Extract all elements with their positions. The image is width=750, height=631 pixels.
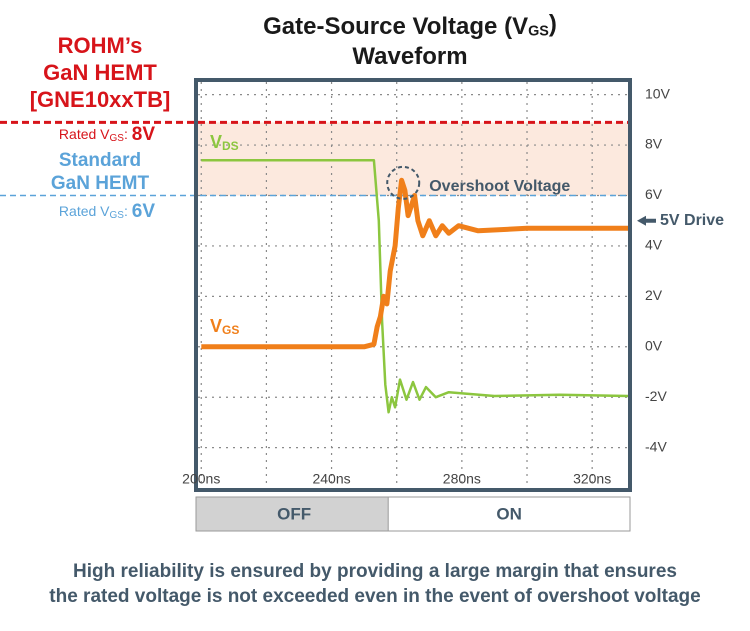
rating-part: : xyxy=(124,126,132,142)
phase-box xyxy=(195,496,393,532)
reference-rating: Rated VGS: 6V xyxy=(59,201,155,222)
rating-part: 8V xyxy=(132,124,156,145)
drive-label: 5V Drive xyxy=(660,212,724,229)
drive-arrow xyxy=(637,215,656,226)
rating-part: 6V xyxy=(132,201,156,222)
y-tick-label: 10V xyxy=(645,85,671,101)
reference-heading: [GNE10xxTB] xyxy=(30,87,171,112)
series-name: V xyxy=(210,316,222,336)
y-tick-label: 6V xyxy=(645,186,663,202)
reference-heading: GaN HEMT xyxy=(43,60,157,85)
chart-title-part: Waveform xyxy=(352,43,467,70)
rating-part: : xyxy=(124,203,132,219)
overshoot-label: Overshoot Voltage xyxy=(429,178,570,195)
series-line xyxy=(201,158,629,414)
chart-title-part: Gate-Source Voltage (V xyxy=(263,13,528,40)
rating-part: GS xyxy=(110,210,125,221)
phase-label: ON xyxy=(496,504,522,523)
margin-band xyxy=(198,122,628,196)
y-tick-label: 0V xyxy=(645,337,663,353)
phase-box xyxy=(387,496,631,532)
rating-part: Rated V xyxy=(59,126,110,142)
plot-frame xyxy=(194,78,632,492)
y-tick-label: 4V xyxy=(645,237,663,253)
chart-title-part: ) xyxy=(549,11,557,38)
chart-title-part: GS xyxy=(528,23,549,39)
series-name-sub: GS xyxy=(222,323,239,337)
rating-part: GS xyxy=(110,133,125,144)
y-tick-label: -4V xyxy=(645,438,667,454)
x-tick-label: 280ns xyxy=(443,471,481,487)
reference-heading: ROHM’s xyxy=(58,33,143,58)
reference-heading: Standard xyxy=(59,150,141,171)
reference-heading: GaN HEMT xyxy=(51,173,150,194)
footer-text: High reliability is ensured by providing… xyxy=(73,561,677,582)
series-label: VGS xyxy=(210,316,239,337)
phase-label: OFF xyxy=(277,504,311,523)
chart-title: Gate-Source Voltage (VGS) xyxy=(263,11,557,40)
rating-part: Rated V xyxy=(59,203,110,219)
footer-box xyxy=(0,545,750,631)
series-name: V xyxy=(210,132,222,152)
chart-title: Waveform xyxy=(352,43,467,70)
y-tick-label: 2V xyxy=(645,287,663,303)
y-tick-label: -2V xyxy=(645,388,667,404)
footer-text: the rated voltage is not exceeded even i… xyxy=(49,586,700,607)
x-tick-label: 320ns xyxy=(573,471,611,487)
reference-rating: Rated VGS: 8V xyxy=(59,124,155,145)
series-name-sub: DS xyxy=(222,139,239,153)
x-tick-label: 200ns xyxy=(182,471,220,487)
x-tick-label: 240ns xyxy=(312,471,350,487)
series-line xyxy=(201,177,628,350)
series-label: VDS xyxy=(210,132,239,153)
y-tick-label: 8V xyxy=(645,136,663,152)
overshoot-marker xyxy=(386,165,421,200)
